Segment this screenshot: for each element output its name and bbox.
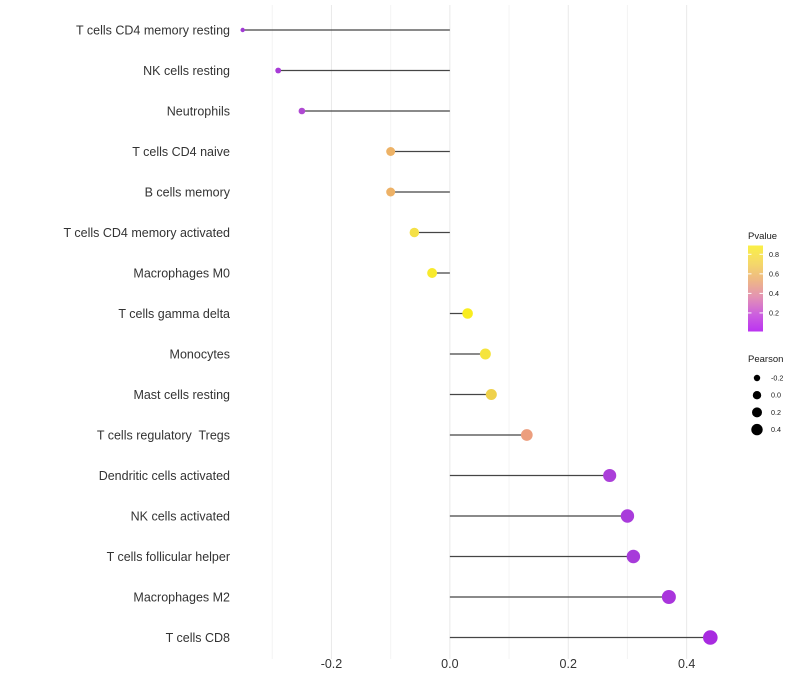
data-point-dot [703, 630, 718, 645]
data-point-dot [386, 147, 396, 156]
y-axis-label: T cells CD8 [166, 631, 230, 645]
y-axis-label: T cells follicular helper [107, 550, 230, 564]
data-point-dot [485, 388, 497, 401]
y-axis-label: T cells regulatory Tregs [97, 429, 230, 443]
y-axis-label: T cells CD4 naive [132, 145, 230, 159]
pearson-legend-title: Pearson [748, 354, 783, 365]
y-axis-label: NK cells resting [143, 64, 230, 78]
y-axis-label: NK cells activated [131, 510, 230, 524]
data-point-dot [603, 468, 617, 483]
x-axis-tick-label: 0.0 [441, 657, 458, 671]
x-axis-tick-label: 0.2 [560, 657, 577, 671]
data-point-dot [626, 549, 641, 564]
y-axis-label: T cells gamma delta [118, 307, 230, 321]
y-axis-label: Monocytes [170, 348, 230, 362]
data-point-dot [479, 348, 491, 360]
legend-size-label: 0.4 [771, 425, 781, 434]
data-point-dot [620, 509, 635, 523]
y-axis-label: Macrophages M0 [133, 267, 230, 281]
pvalue-colorbar [748, 245, 763, 332]
legend-size-label: 0.0 [771, 391, 781, 400]
y-axis-label: Mast cells resting [133, 388, 230, 402]
legend-size-dot [752, 391, 762, 400]
legend-size-dot [752, 407, 762, 418]
y-axis-label: T cells CD4 memory activated [64, 226, 231, 240]
data-point-dot [386, 187, 396, 197]
data-point-dot [462, 308, 473, 319]
data-point-dot [409, 227, 420, 238]
legend-size-dot [753, 374, 761, 382]
x-axis-tick-label: 0.4 [678, 657, 695, 671]
data-point-dot [520, 429, 533, 441]
pvalue-legend-title: Pvalue [748, 231, 777, 242]
data-point-dot [661, 590, 676, 604]
legend-size-dot [751, 423, 763, 436]
data-point-dot [427, 268, 438, 278]
y-axis-label: T cells CD4 memory resting [76, 24, 230, 38]
legend-size-label: -0.2 [771, 374, 783, 383]
data-point-dot [298, 107, 306, 115]
legend-size-label: 0.2 [771, 408, 781, 417]
y-axis-label: B cells memory [145, 186, 231, 200]
colorbar-tick-label: 0.6 [769, 269, 779, 278]
colorbar-tick-label: 0.2 [769, 308, 779, 317]
y-axis-label: Macrophages M2 [133, 591, 230, 605]
y-axis-label: Neutrophils [167, 105, 230, 119]
data-point-dot [275, 67, 282, 74]
data-point-dot [240, 27, 245, 33]
colorbar-tick-label: 0.4 [769, 289, 779, 298]
y-axis-label: Dendritic cells activated [99, 469, 230, 483]
x-axis-tick-label: -0.2 [321, 657, 343, 671]
colorbar-tick-label: 0.8 [769, 250, 779, 259]
